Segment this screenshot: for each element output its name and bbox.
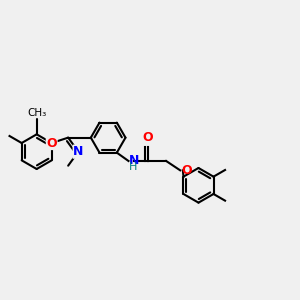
Text: N: N (129, 154, 140, 167)
Text: O: O (142, 131, 153, 144)
Text: N: N (73, 145, 83, 158)
Text: O: O (182, 164, 193, 177)
Text: O: O (46, 136, 57, 149)
Text: CH₃: CH₃ (27, 108, 46, 118)
Text: H: H (129, 162, 137, 172)
